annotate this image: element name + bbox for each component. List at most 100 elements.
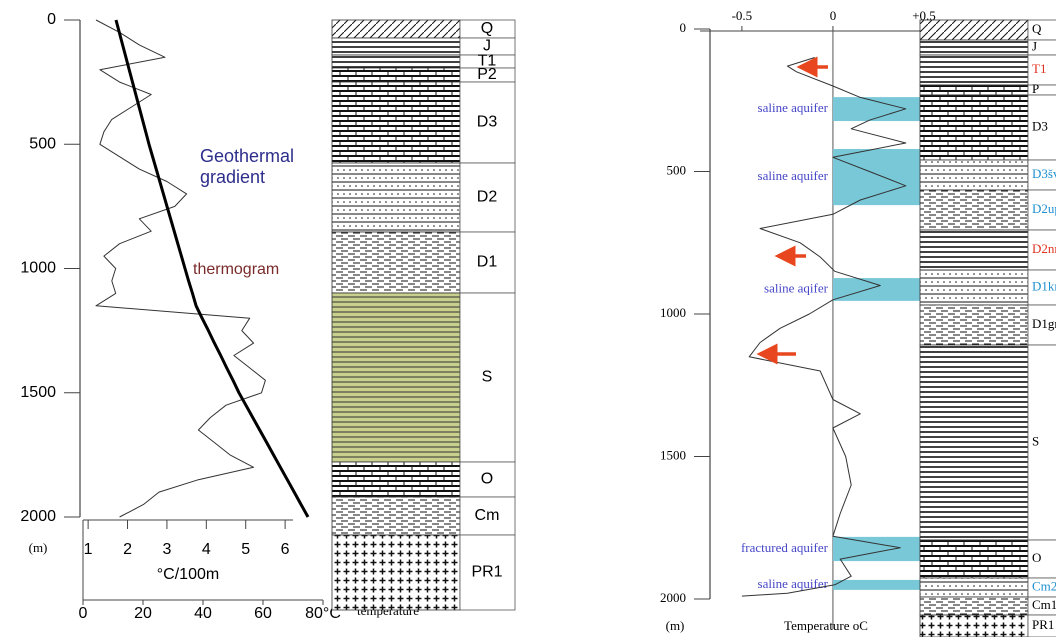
aquifer-band	[832, 579, 924, 590]
layer	[919, 304, 1029, 346]
layer	[331, 81, 461, 164]
layer	[919, 84, 1029, 96]
y-tick-label: 0	[47, 11, 56, 28]
x-tick-label: 20	[134, 605, 152, 622]
layer	[331, 496, 461, 536]
layer	[919, 344, 1029, 541]
aquifer-label: saline aquifer	[758, 576, 829, 591]
layer	[919, 189, 1029, 231]
layer-label-box	[459, 292, 516, 463]
aquifer-label: saline aquifer	[758, 168, 829, 183]
layer-label: D1	[477, 254, 498, 271]
x2-tick-label: 6	[281, 541, 290, 558]
aquifer-label: saline aquifer	[758, 100, 829, 115]
layer-label: D2nm	[1032, 241, 1056, 256]
layer-label-box	[1027, 304, 1056, 346]
layer-label: D2	[477, 189, 498, 206]
layer-label: D1km	[1032, 278, 1056, 293]
layer-label: D3	[1032, 118, 1048, 133]
layer-label: D1gr	[1032, 316, 1056, 331]
aquifer-label: fractured aquifer	[741, 540, 829, 555]
layer-label: S	[482, 369, 493, 386]
y-tick-label: 1000	[20, 260, 56, 277]
layer-label: O	[1032, 550, 1041, 565]
layer-label-box	[459, 534, 516, 611]
x-tick-label: +0.5	[912, 8, 936, 23]
layer-label: P	[1032, 81, 1039, 96]
layer-label: J	[1032, 38, 1037, 53]
layer-label: PR1	[471, 564, 502, 581]
layer	[331, 292, 461, 463]
x2-tick-label: 3	[162, 541, 171, 558]
layer-label-box	[459, 162, 516, 233]
layer	[919, 159, 1029, 191]
layer	[331, 19, 461, 39]
x2-tick-label: 5	[241, 541, 250, 558]
layer	[331, 54, 461, 69]
aquifer-band	[832, 536, 924, 562]
layer	[331, 162, 461, 233]
layer	[919, 614, 1029, 637]
layer-label-box	[1027, 344, 1056, 541]
layer	[919, 94, 1029, 161]
y-tick-label: 2000	[660, 590, 686, 605]
layer-label: S	[1032, 433, 1039, 448]
thermogram-label: thermogram	[193, 261, 279, 278]
layer	[331, 461, 461, 498]
x-tick-label: 0	[79, 605, 88, 622]
layer-label-box	[1027, 159, 1056, 191]
layer-label: T1	[478, 53, 497, 70]
y-tick-label: 500	[29, 135, 56, 152]
aquifer-band	[832, 148, 924, 206]
layer	[331, 37, 461, 56]
x-tick-label: 60	[254, 605, 272, 622]
y-axis-label: (m)	[29, 540, 48, 555]
layer	[919, 539, 1029, 579]
x-tick-label: -0.5	[732, 8, 753, 23]
layer-label: PR1	[1032, 617, 1054, 632]
layer	[919, 596, 1029, 616]
layer-label: Cm	[475, 507, 500, 524]
series-line	[741, 57, 907, 597]
aquifer-label: saline aqifer	[764, 280, 829, 295]
layer-label: D2up	[1032, 201, 1056, 216]
layer	[919, 269, 1029, 306]
series-line	[114, 19, 310, 518]
layer	[919, 54, 1029, 86]
layer-label-box	[459, 461, 516, 498]
x-tick-label: 0	[830, 8, 837, 23]
layer-label: T1	[1032, 61, 1046, 76]
layer-label: J	[483, 38, 491, 55]
layer-label: O	[481, 471, 493, 488]
layer	[331, 67, 461, 83]
y-tick-label: 1500	[20, 384, 56, 401]
layer-label-box	[459, 496, 516, 536]
layer-label-box	[1027, 614, 1056, 637]
layer	[919, 39, 1029, 56]
y-tick-label: 2000	[20, 508, 56, 525]
layer-label: Cm1	[1032, 597, 1056, 612]
layer-label: Q	[1032, 21, 1042, 36]
layer-label: Q	[481, 20, 493, 37]
layer-label-box	[459, 81, 516, 164]
x2-axis-label: °C/100m	[157, 566, 219, 583]
layer	[331, 534, 461, 611]
layer	[919, 19, 1029, 41]
y-axis-label: (m)	[666, 618, 685, 633]
layer-label: D3	[477, 114, 498, 131]
layer-label-box	[459, 231, 516, 294]
x2-tick-label: 1	[84, 541, 93, 558]
x2-tick-label: 4	[202, 541, 211, 558]
aquifer-band	[832, 278, 924, 301]
x2-tick-label: 2	[123, 541, 132, 558]
y-tick-label: 0	[680, 20, 687, 35]
gradient-label: Geothermal gradient	[200, 146, 295, 187]
y-tick-label: 500	[667, 162, 687, 177]
y-tick-label: 1000	[660, 305, 686, 320]
aquifer-band	[832, 97, 924, 122]
arrows	[756, 56, 828, 365]
layer-label-box	[1027, 269, 1056, 306]
layer-label: D3šv	[1032, 166, 1056, 181]
